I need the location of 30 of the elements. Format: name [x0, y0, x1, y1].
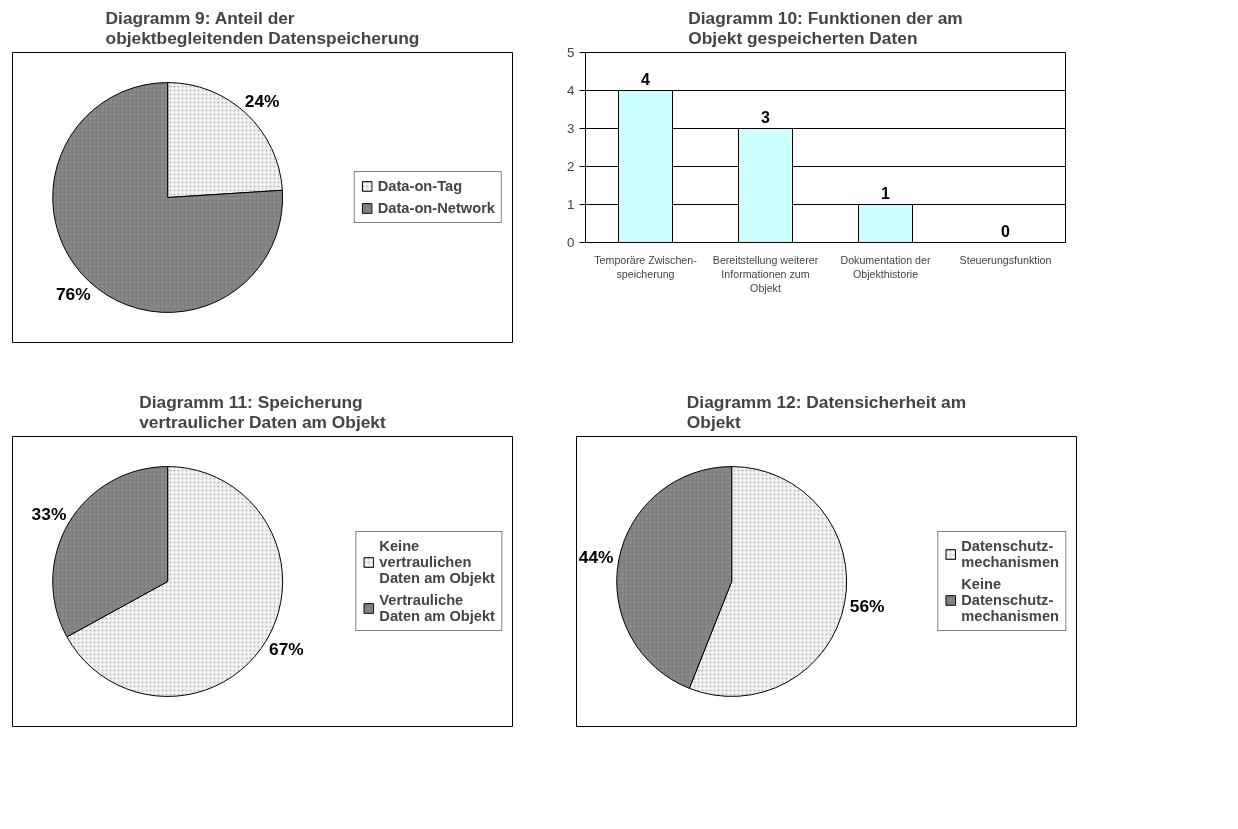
x-tick-label: Bereitstellung weiterer Informationen zum Objekt: [712, 253, 819, 295]
data-label: 44%: [578, 546, 614, 567]
x-tick-label: Steuerungsfunktion: [959, 253, 1052, 266]
data-label: 76%: [55, 283, 91, 304]
data-label: 56%: [849, 596, 885, 617]
legend-label: Data-on-Tag: [377, 178, 463, 194]
data-label: 33%: [31, 504, 67, 525]
x-tick-label: Dokumentation der Objekthistorie: [840, 253, 931, 280]
y-tick-label: 0: [567, 235, 575, 250]
chart-title: Diagramm 11: Speicherung vertraulicher Daten am Objekt: [139, 391, 386, 432]
y-tick-label: 2: [567, 159, 575, 174]
legend-label: Datenschutz-mechanismen: [961, 538, 1059, 570]
data-label: 4: [641, 70, 651, 88]
data-label: 67%: [269, 638, 304, 659]
data-label: 1: [881, 184, 891, 202]
y-tick-label: 3: [567, 121, 575, 136]
chart-title: Diagramm 10: Funktionen der am Objekt gespeicherten Daten: [688, 7, 963, 48]
y-tick-label: 4: [567, 83, 576, 98]
y-tick-label: 1: [567, 197, 575, 212]
legend-label: Keine Datenschutz-mechanismen: [961, 576, 1059, 624]
legend-label: Keine vertraulichen Daten am Objekt: [379, 538, 495, 586]
data-label: 24%: [244, 91, 280, 112]
data-label: 3: [761, 108, 771, 126]
chart-title: Diagramm 12: Datensicherheit am Objekt: [686, 391, 967, 432]
chart-title: Diagramm 9: Anteil der objektbegleitenden Datenspeicherung: [105, 7, 420, 48]
data-label: 0: [1001, 222, 1011, 240]
legend-label: Data-on-Network: [377, 200, 495, 216]
x-tick-label: Temporäre Zwischen-speicherung: [594, 253, 698, 280]
legend-label: Vertrauliche Daten am Objekt: [379, 592, 495, 624]
y-tick-label: 5: [567, 45, 575, 60]
